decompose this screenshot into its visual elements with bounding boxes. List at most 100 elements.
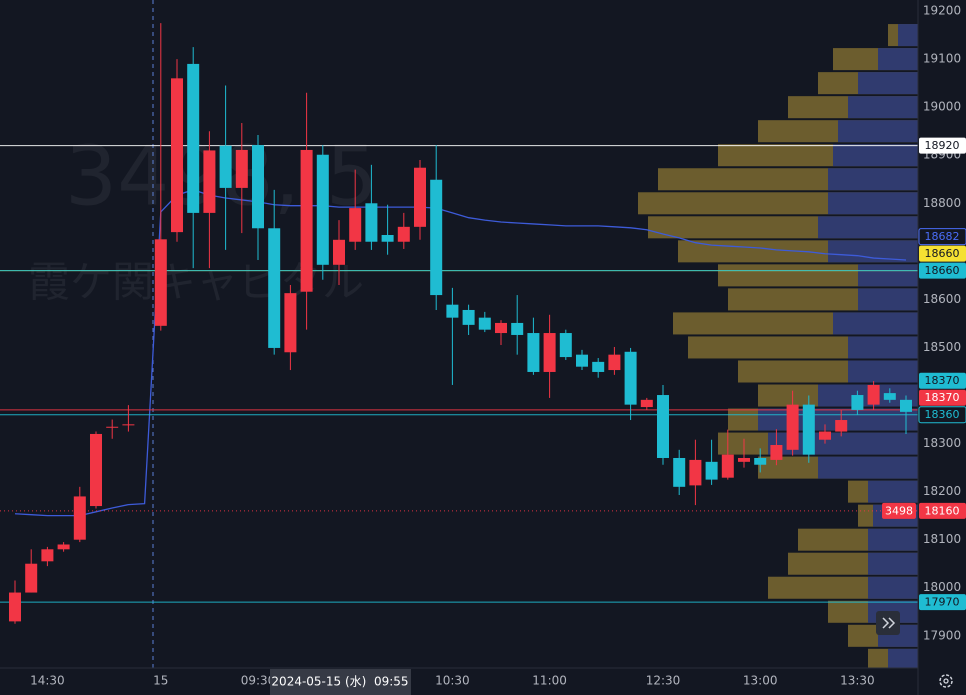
x-tick-label: 13:30: [840, 674, 875, 688]
y-tick-label: 18100: [923, 532, 961, 546]
price-label: 18160: [925, 504, 960, 517]
y-tick-label: 18500: [923, 340, 961, 354]
candle-body: [738, 457, 750, 462]
y-tick-label: 17900: [923, 628, 961, 642]
candle-body: [203, 150, 216, 213]
price-label: 18370: [925, 374, 960, 387]
y-tick-label: 18000: [923, 580, 961, 594]
volume-profile-bar: [858, 288, 918, 311]
candle-body: [219, 145, 232, 188]
candle-body: [592, 361, 605, 372]
candle-body: [705, 461, 718, 480]
button-icon: [882, 617, 896, 629]
candle-body: [268, 228, 281, 348]
price-label-bg: [919, 389, 966, 406]
watermark-name: 霞ケ関キャピタル: [28, 258, 364, 307]
candle-body: [883, 393, 896, 400]
volume-profile-bar: [858, 264, 918, 287]
candle-body: [90, 433, 102, 507]
candle-body: [430, 179, 443, 296]
candle-body: [333, 239, 345, 265]
candle-body: [624, 351, 637, 405]
volume-profile-bar: [858, 72, 918, 95]
x-tick-label: 13:00: [743, 674, 778, 688]
x-tick-label: 09:30: [241, 674, 276, 688]
volume-profile-bar: [818, 216, 918, 239]
candle-body: [689, 459, 702, 486]
price-label-bg: [919, 262, 966, 279]
candle-body: [414, 167, 426, 227]
candle-body: [657, 395, 669, 458]
symbol-tag: 3498: [885, 504, 913, 517]
candle-body: [316, 154, 329, 265]
price-label-bg: [918, 406, 966, 424]
candle-body: [478, 317, 491, 330]
volume-profile-bar: [828, 240, 918, 263]
candle-body: [106, 426, 119, 428]
settings-button[interactable]: [939, 674, 953, 688]
price-label: 18682: [925, 230, 960, 243]
price-label: 18660: [925, 264, 960, 277]
candle-body: [900, 399, 912, 412]
time-axis-bg: [0, 668, 918, 695]
price-label-bg: [919, 502, 966, 519]
volume-profile-bar: [898, 24, 918, 47]
price-label-bg: [918, 228, 966, 246]
volume-profile-bar: [878, 48, 918, 71]
price-label-bg: [919, 245, 966, 262]
candle-body: [673, 457, 686, 487]
vwap-line: [14, 189, 907, 517]
candle-body: [25, 563, 38, 593]
candle-body: [559, 333, 572, 358]
y-tick-label: 19200: [923, 4, 961, 18]
candle-body: [608, 354, 621, 371]
candle-body: [770, 445, 783, 460]
volume-profile-bar: [868, 576, 918, 599]
x-tick-label: 10:30: [435, 674, 470, 688]
price-label: 18920: [925, 139, 960, 152]
volume-profile-bar: [848, 96, 918, 119]
candle-body: [640, 399, 653, 408]
volume-profile-bar: [848, 336, 918, 359]
candle-body: [495, 322, 507, 334]
candle-body: [819, 431, 831, 440]
candle-body: [187, 63, 200, 213]
candle-body: [235, 149, 248, 188]
candle-body: [543, 333, 556, 372]
scroll-right-button[interactable]: [876, 611, 900, 635]
candle-body: [300, 149, 313, 292]
candle-body: [284, 293, 297, 353]
candle-body: [851, 395, 864, 410]
price-label: 17970: [925, 596, 960, 609]
candle-body: [9, 592, 21, 622]
candle-body: [349, 208, 362, 242]
candle-body: [462, 309, 475, 325]
price-axis-bg: [918, 0, 966, 695]
candle-body: [381, 235, 394, 242]
candle-body: [786, 404, 799, 450]
candle-body: [122, 424, 135, 426]
volume-profile-bar: [868, 480, 918, 503]
candle-body: [867, 384, 880, 405]
y-tick-label: 18200: [923, 484, 961, 498]
candle-body: [154, 239, 167, 326]
candle-body: [511, 322, 524, 335]
candle-body: [446, 304, 459, 318]
price-label: 18360: [925, 408, 960, 421]
price-label: 18370: [925, 391, 960, 404]
candle-body: [397, 226, 410, 242]
volume-profile-bar: [888, 648, 918, 671]
volume-profile-bar: [828, 192, 918, 215]
y-tick-label: 19100: [923, 52, 961, 66]
x-tick-label: 12:30: [646, 674, 681, 688]
gear-outer: [939, 674, 953, 688]
candle-body: [754, 457, 767, 465]
y-tick-label: 18300: [923, 436, 961, 450]
x-tick-label: 14:30: [30, 674, 65, 688]
candle-body: [721, 454, 734, 478]
price-label: 18660: [925, 247, 960, 260]
candle-body: [73, 496, 86, 540]
x-tick-label: 15: [153, 674, 168, 688]
price-label-bg: [919, 594, 966, 611]
volume-profile-bar: [828, 168, 918, 191]
